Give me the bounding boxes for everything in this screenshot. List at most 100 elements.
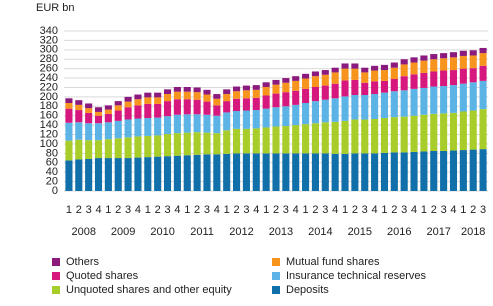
bar-segment [252, 153, 260, 191]
bar-segment [124, 137, 132, 159]
bar-segment [114, 120, 122, 139]
bar-segment [163, 116, 172, 135]
bar-segment [410, 151, 418, 191]
year-label: 2017 [426, 226, 450, 238]
bar-segment [302, 73, 310, 79]
bar-segment [94, 107, 103, 112]
x-tick-label: 1 [421, 204, 427, 216]
bar-segment [321, 74, 329, 86]
bar-segment [242, 110, 250, 129]
x-tick-label: 2 [352, 204, 358, 216]
bar-segment [154, 92, 162, 98]
bar-segment [134, 118, 142, 137]
bar-segment [163, 134, 172, 157]
legend-label: Insurance technical reserves [286, 270, 427, 282]
bar-segment [144, 157, 152, 191]
bar-segment [114, 138, 122, 159]
bar-segment [400, 116, 408, 153]
bar-segment [380, 70, 389, 81]
bar-segment [203, 89, 211, 95]
x-tick-label: 4 [253, 204, 259, 216]
bar-segment [321, 153, 329, 191]
bar-segment [430, 86, 438, 114]
bar-segment [302, 103, 310, 125]
bar-segment [380, 92, 389, 119]
year-label: 2018 [461, 226, 485, 238]
bar-segment [410, 115, 418, 152]
bar-segment [371, 153, 379, 191]
year-label: 2016 [387, 226, 411, 238]
legend-swatch [272, 286, 280, 294]
bar-segment [400, 59, 408, 65]
bar-segment [311, 123, 319, 154]
bar-segment [114, 105, 122, 111]
bar-segment [242, 85, 250, 91]
bar-segment [469, 82, 477, 111]
bar-segment [430, 151, 438, 191]
bar-segment [94, 111, 103, 116]
bar-segment [390, 91, 398, 118]
bar-segment [371, 70, 379, 82]
bar-segment [193, 99, 201, 115]
legend-swatch [272, 258, 280, 266]
year-label: 2009 [111, 226, 135, 238]
bar-segment [213, 133, 221, 155]
legend-label: Quoted shares [66, 270, 139, 282]
bar-segment [351, 68, 359, 80]
bar-segment [183, 114, 191, 133]
x-tick-label: 4 [293, 204, 299, 216]
x-tick-label: 3 [401, 204, 407, 216]
x-tick-label: 1 [303, 204, 309, 216]
bar-segment [302, 78, 310, 89]
bar-segment [292, 125, 300, 154]
bar-segment [75, 110, 83, 123]
bar-segment [479, 149, 487, 191]
bar-segment [341, 68, 349, 81]
bar-segment [331, 83, 339, 99]
bar-segment [213, 98, 221, 106]
year-label: 2015 [348, 226, 372, 238]
bar-segment [223, 130, 231, 154]
bar-segment [341, 80, 349, 97]
bar-segment [75, 100, 83, 105]
bar-segment [292, 76, 300, 81]
x-tick-label: 3 [480, 204, 486, 216]
bar-segment [272, 79, 280, 85]
y-tick-label: 80 [46, 147, 58, 159]
bar-segment [104, 158, 112, 191]
bar-segment [361, 67, 369, 73]
bar-segment [252, 89, 260, 98]
x-tick-label: 2 [194, 204, 200, 216]
bar-segment [193, 154, 201, 191]
bar-segment [311, 76, 319, 87]
bar-segment [173, 91, 181, 100]
bar-segment [262, 87, 270, 96]
x-tick-label: 3 [283, 204, 289, 216]
year-label: 2008 [71, 226, 95, 238]
bar-segment [154, 97, 162, 104]
bar-segment [134, 157, 142, 191]
legend-swatch [52, 272, 60, 280]
bar-segment [272, 126, 280, 154]
bar-segment [351, 79, 359, 95]
bar-segment [183, 87, 191, 92]
bar-segment [479, 65, 487, 81]
bar-segment [469, 149, 477, 191]
bar-segment [252, 128, 260, 154]
year-label: 2013 [269, 226, 293, 238]
bar-segment [371, 81, 379, 95]
bar-segment [371, 119, 379, 154]
bar-segment [400, 90, 408, 117]
y-tick-label: 0 [52, 185, 58, 197]
x-tick-label: 3 [125, 204, 131, 216]
bar-segment [311, 101, 319, 124]
bar-segment [242, 128, 250, 154]
bar-segment [213, 115, 221, 134]
bar-segment [154, 135, 162, 157]
bar-segment [351, 119, 359, 154]
bar-segment [154, 117, 162, 136]
bar-segment [430, 71, 438, 87]
bar-segment [233, 128, 241, 154]
legend-label: Unquoted shares and other equity [66, 284, 232, 296]
